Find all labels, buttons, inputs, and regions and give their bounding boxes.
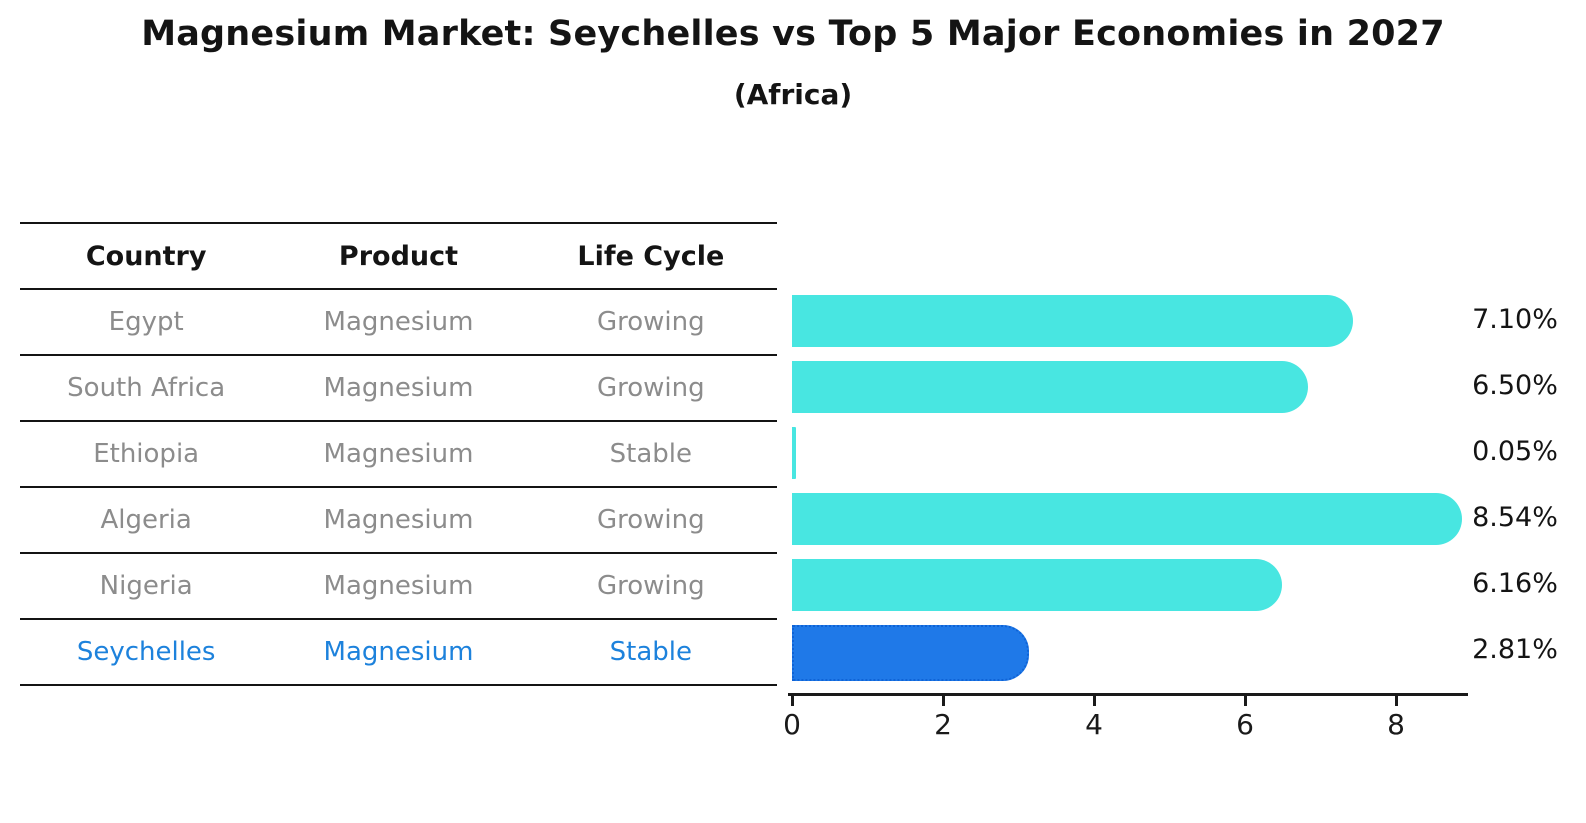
bar-egypt	[792, 295, 1354, 347]
table-row-seychelles: Seychelles Magnesium Stable	[20, 620, 777, 686]
cell-product: Magnesium	[323, 439, 474, 469]
table-header-country: Country	[85, 240, 207, 272]
tick-mark-0	[790, 696, 794, 706]
tick-mark-2	[941, 696, 945, 706]
cell-country: Algeria	[100, 505, 192, 535]
table-row-ethiopia: Ethiopia Magnesium Stable	[20, 422, 777, 488]
table-row-algeria: Algeria Magnesium Growing	[20, 488, 777, 554]
cell-lifecycle: Growing	[596, 505, 705, 535]
value-label-ethiopia: 0.05%	[1472, 436, 1558, 467]
page-subtitle: (Africa)	[733, 78, 853, 111]
table-body: Egypt Magnesium Growing South Africa Magnesi…	[20, 290, 777, 686]
cell-country: Seychelles	[76, 637, 216, 667]
bar-algeria	[792, 493, 1462, 545]
tick-mark-8	[1394, 696, 1398, 706]
country-table: Country Product Life Cycle Egypt Magnesiu…	[20, 222, 777, 686]
cell-product: Magnesium	[323, 637, 474, 667]
cell-lifecycle: Growing	[596, 571, 705, 601]
cell-country: South Africa	[67, 373, 226, 403]
value-label-algeria: 8.54%	[1472, 502, 1558, 533]
cell-country: Egypt	[108, 307, 184, 337]
cell-product: Magnesium	[323, 373, 474, 403]
cell-country: Nigeria	[99, 571, 193, 601]
cell-product: Magnesium	[323, 307, 474, 337]
value-label-egypt: 7.10%	[1472, 304, 1558, 335]
value-label-south-africa: 6.50%	[1472, 370, 1558, 401]
cell-lifecycle: Growing	[596, 373, 705, 403]
value-label-seychelles: 2.81%	[1472, 634, 1558, 665]
value-label-nigeria: 6.16%	[1472, 568, 1558, 599]
cell-lifecycle: Stable	[609, 637, 692, 667]
table-row-nigeria: Nigeria Magnesium Growing	[20, 554, 777, 620]
table-header-product: Product	[338, 240, 459, 272]
tick-mark-6	[1243, 696, 1247, 706]
cell-product: Magnesium	[323, 505, 474, 535]
table-header-row: Country Product Life Cycle	[20, 222, 777, 290]
tick-label-4: 4	[1085, 708, 1103, 741]
tick-mark-4	[1092, 696, 1096, 706]
cell-product: Magnesium	[323, 571, 474, 601]
table-row-egypt: Egypt Magnesium Growing	[20, 290, 777, 356]
cell-lifecycle: Stable	[609, 439, 692, 469]
bar-ethiopia	[792, 427, 796, 479]
tick-label-8: 8	[1387, 708, 1405, 741]
table-row-south-africa: South Africa Magnesium Growing	[20, 356, 777, 422]
tick-label-6: 6	[1236, 708, 1254, 741]
cell-country: Ethiopia	[93, 439, 200, 469]
table-header-lifecycle: Life Cycle	[577, 240, 725, 272]
bar-south-africa	[792, 361, 1308, 413]
cell-lifecycle: Growing	[596, 307, 705, 337]
page-title: Magnesium Market: Seychelles vs Top 5 Ma…	[141, 14, 1445, 54]
bar-seychelles	[792, 625, 1030, 681]
x-axis-line	[788, 693, 1468, 696]
tick-label-2: 2	[934, 708, 952, 741]
bar-nigeria	[792, 559, 1283, 611]
tick-label-0: 0	[783, 708, 801, 741]
